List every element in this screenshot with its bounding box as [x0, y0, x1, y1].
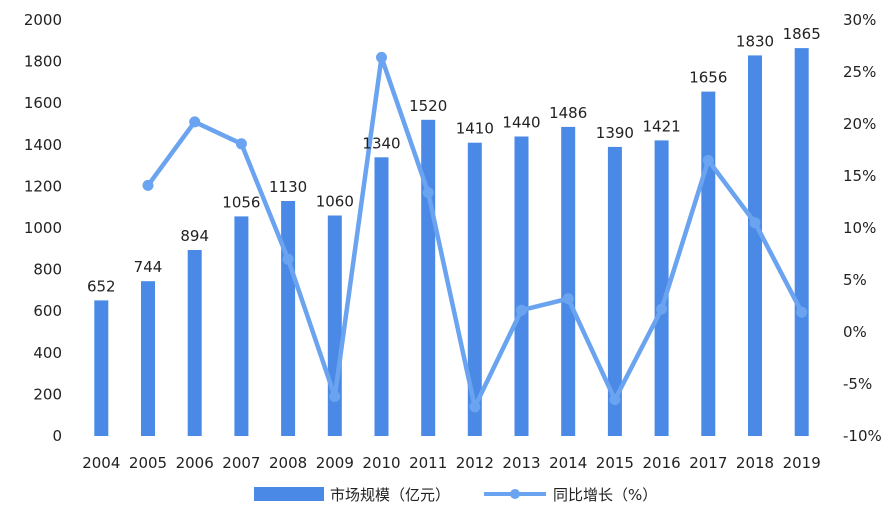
x-tick-2018: 2018	[736, 454, 774, 472]
data-label-2011: 1520	[409, 97, 447, 115]
x-tick-2019: 2019	[783, 454, 821, 472]
data-label-2012: 1410	[456, 120, 494, 138]
growth-point-2010	[376, 51, 387, 63]
bar-2006	[187, 250, 202, 436]
x-tick-2004: 2004	[82, 454, 120, 472]
right-tick--10%: -10%	[843, 427, 882, 445]
left-tick-800: 800	[33, 261, 62, 279]
x-tick-2017: 2017	[689, 454, 727, 472]
growth-point-2007	[235, 138, 247, 150]
data-label-2019: 1865	[783, 25, 821, 43]
line-series-group	[142, 51, 808, 413]
right-tick-0%: 0%	[843, 323, 867, 341]
data-label-2015: 1390	[596, 124, 634, 142]
bar-2016	[654, 140, 669, 436]
growth-point-2014	[562, 293, 574, 305]
x-tick-2015: 2015	[596, 454, 634, 472]
data-label-2006: 894	[180, 227, 209, 245]
x-tick-2009: 2009	[316, 454, 354, 472]
data-label-2005: 744	[134, 258, 163, 276]
bar-2013	[514, 136, 529, 436]
left-tick-600: 600	[33, 302, 62, 320]
bar-2018	[748, 55, 762, 437]
bar-2004	[94, 300, 109, 436]
x-tick-2012: 2012	[456, 454, 494, 472]
left-tick-0: 0	[52, 427, 62, 445]
left-tick-1000: 1000	[24, 219, 62, 237]
growth-point-2019	[796, 306, 808, 318]
legend-swatch-marker	[510, 489, 520, 499]
bar-2019	[794, 48, 809, 436]
growth-point-2005	[142, 179, 154, 191]
left-tick-200: 200	[33, 385, 62, 403]
right-tick-15%: 15%	[843, 167, 876, 185]
right-tick-25%: 25%	[843, 63, 876, 81]
growth-point-2009	[329, 391, 341, 402]
x-tick-2016: 2016	[643, 454, 681, 472]
right-tick-10%: 10%	[843, 219, 876, 237]
left-tick-400: 400	[33, 344, 62, 362]
left-tick-1200: 1200	[24, 177, 62, 195]
data-label-2013: 1440	[502, 114, 540, 132]
bar-2014	[561, 126, 576, 437]
data-label-2007: 1056	[222, 193, 260, 211]
growth-point-2013	[516, 304, 527, 316]
bar-2015	[607, 146, 622, 436]
right-axis: -10% -5% 0% 5% 10% 15% 20% 25% 30%	[843, 11, 882, 445]
x-tick-2005: 2005	[129, 454, 167, 472]
x-axis: 2004 2005 2006 2007 2008 2009 2010 2011 2012 2013…	[82, 454, 821, 472]
right-tick-30%: 30%	[843, 11, 876, 29]
left-tick-1600: 1600	[24, 94, 62, 112]
data-label-2016: 1421	[643, 117, 681, 135]
legend-label-line: 同比增长（%）	[553, 486, 657, 504]
growth-point-2017	[702, 154, 714, 166]
x-tick-2006: 2006	[176, 454, 214, 472]
right-tick-5%: 5%	[843, 271, 867, 289]
x-tick-2013: 2013	[502, 454, 540, 472]
bar-2008	[281, 201, 296, 436]
x-tick-2014: 2014	[549, 454, 587, 472]
growth-point-2012	[469, 401, 481, 413]
data-label-2018: 1830	[736, 32, 774, 50]
bar-2007	[234, 216, 249, 436]
left-tick-1800: 1800	[24, 53, 62, 71]
legend: 市场规模（亿元） 同比增长（%）	[254, 486, 657, 504]
x-tick-2008: 2008	[269, 454, 307, 472]
data-label-2009: 1060	[316, 193, 354, 211]
data-label-2008: 1130	[269, 178, 307, 196]
legend-swatch-bar	[254, 487, 324, 501]
left-axis: 0 200 400 600 800 1000 1200 1400 1600 1800 2000	[24, 11, 62, 445]
legend-label-bar: 市场规模（亿元）	[330, 486, 450, 504]
x-tick-2007: 2007	[222, 454, 260, 472]
data-label-group: 652 744 894 1056 1130 1060 1340 1520 1410 1440 148…	[87, 25, 821, 295]
growth-point-2008	[282, 253, 294, 265]
bar-2011	[421, 119, 436, 437]
bar-2017	[701, 91, 716, 436]
right-tick-20%: 20%	[843, 115, 876, 133]
bar-2005	[141, 281, 155, 436]
data-label-2017: 1656	[689, 69, 727, 87]
growth-point-2015	[609, 394, 621, 406]
growth-point-2006	[189, 116, 201, 128]
x-tick-2010: 2010	[362, 454, 400, 472]
right-tick--5%: -5%	[843, 375, 872, 393]
left-tick-2000: 2000	[24, 11, 62, 29]
left-tick-1400: 1400	[24, 136, 62, 154]
growth-point-2011	[422, 187, 434, 199]
data-label-2004: 652	[87, 277, 116, 295]
bar-2012	[467, 142, 482, 436]
bar-2010	[374, 157, 389, 437]
bar-2009	[327, 215, 342, 436]
growth-point-2016	[656, 303, 668, 315]
growth-point-2018	[749, 217, 761, 229]
data-label-2010: 1340	[362, 134, 400, 152]
data-label-2014: 1486	[549, 104, 587, 122]
x-tick-2011: 2011	[409, 454, 447, 472]
